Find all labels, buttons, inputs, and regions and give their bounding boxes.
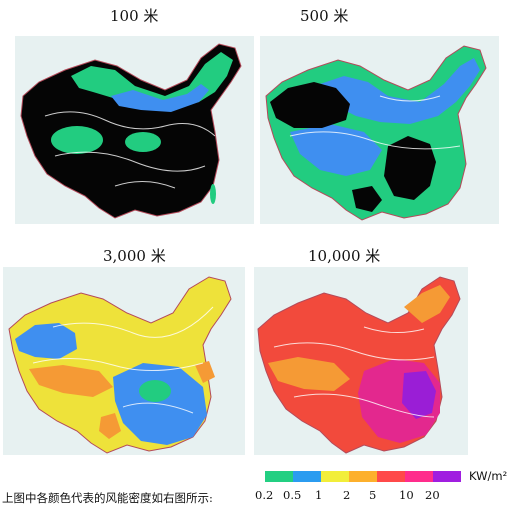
map-panel-3000m: [3, 267, 245, 455]
legend-tick-label: 5: [369, 488, 377, 502]
map-zone-orange-north: [404, 285, 450, 323]
map-zone-green-east: [210, 184, 216, 204]
map-zone-green-tibet: [51, 126, 103, 154]
legend-tick-label: 10: [399, 488, 414, 502]
map-zone-blue-north: [111, 84, 209, 112]
legend-tick-label: 0.2: [255, 488, 274, 502]
map-panel-100m: [15, 36, 254, 224]
map-zone-orange-east: [195, 361, 215, 383]
legend-tick-label: 20: [425, 488, 440, 502]
map-zone-orange-tibet: [268, 357, 350, 391]
map-zone-orange-sw: [99, 413, 121, 439]
map-zone-blue-tibet: [15, 323, 77, 359]
map-zone-blue-north: [320, 58, 480, 124]
map-panel-500m: [260, 36, 499, 224]
map-zone-black-xinjiang: [270, 82, 350, 128]
legend-tick-label: 2: [343, 488, 351, 502]
legend-tick-label: 1: [315, 488, 323, 502]
legend-tick-label: 0.5: [283, 488, 302, 502]
legend-unit: KW/m²: [469, 469, 508, 483]
map-panel-10000m: [254, 267, 468, 455]
map-zone-green-inner: [125, 132, 161, 152]
map-zone-purple-east: [402, 371, 436, 419]
legend-ticks: 0.2 0.5 1 2 5 10 20: [255, 488, 455, 504]
legend-swatch: [433, 471, 461, 482]
map-zone-green-sichuan: [139, 380, 171, 402]
map-zone-orange-west: [29, 365, 113, 397]
panel-title-10000m: 10,000 米: [308, 247, 381, 265]
panel-title-500m: 500 米: [300, 7, 349, 25]
legend-swatch: [321, 471, 349, 482]
map-zone-black-sw: [352, 186, 382, 212]
legend-swatch: [293, 471, 321, 482]
wind-density-color-bar: [265, 471, 461, 482]
legend-caption: 上图中各颜色代表的风能密度如右图所示:: [2, 491, 213, 505]
map-zone-black-sichuan: [384, 136, 436, 200]
legend-swatch: [349, 471, 377, 482]
panel-title-3000m: 3,000 米: [103, 247, 166, 265]
legend-swatch: [377, 471, 405, 482]
legend-swatch: [405, 471, 433, 482]
legend-swatch: [265, 471, 293, 482]
panel-title-100m: 100 米: [110, 7, 159, 25]
